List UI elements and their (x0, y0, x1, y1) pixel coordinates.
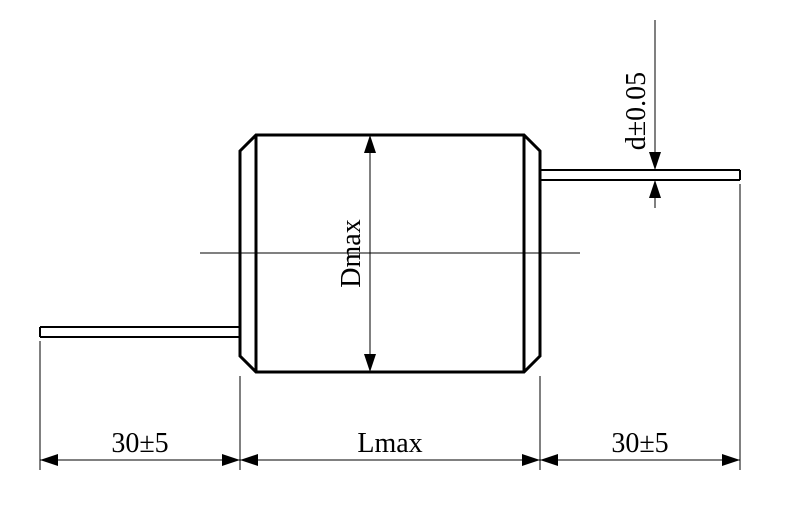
label-right-lead-length: 30±5 (611, 428, 668, 459)
dimensions: Dmax 30±5 Lmax 30±5 d±0.05 (40, 20, 740, 470)
label-dmax: Dmax (336, 219, 367, 287)
label-left-lead-length: 30±5 (111, 428, 168, 459)
label-lead-diameter: d±0.05 (621, 72, 652, 150)
label-lmax: Lmax (357, 428, 422, 459)
